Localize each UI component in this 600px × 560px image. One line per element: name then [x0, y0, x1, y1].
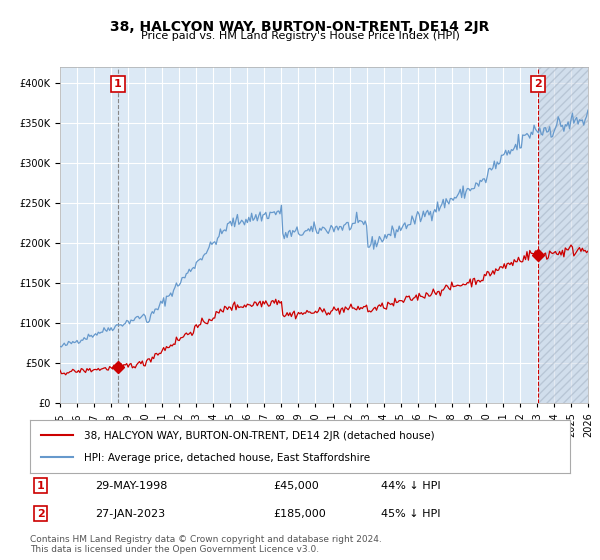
Text: 1: 1: [37, 480, 44, 491]
Text: HPI: Average price, detached house, East Staffordshire: HPI: Average price, detached house, East…: [84, 453, 370, 463]
Text: 38, HALCYON WAY, BURTON-ON-TRENT, DE14 2JR: 38, HALCYON WAY, BURTON-ON-TRENT, DE14 2…: [110, 20, 490, 34]
Text: 44% ↓ HPI: 44% ↓ HPI: [381, 480, 440, 491]
Text: Contains HM Land Registry data © Crown copyright and database right 2024.
This d: Contains HM Land Registry data © Crown c…: [30, 535, 382, 554]
Text: 45% ↓ HPI: 45% ↓ HPI: [381, 508, 440, 519]
Text: 27-JAN-2023: 27-JAN-2023: [95, 508, 165, 519]
Text: 2: 2: [37, 508, 44, 519]
Text: £45,000: £45,000: [273, 480, 319, 491]
Bar: [538, 67, 588, 403]
Text: Price paid vs. HM Land Registry's House Price Index (HPI): Price paid vs. HM Land Registry's House …: [140, 31, 460, 41]
Text: 2: 2: [534, 79, 542, 89]
Text: 38, HALCYON WAY, BURTON-ON-TRENT, DE14 2JR (detached house): 38, HALCYON WAY, BURTON-ON-TRENT, DE14 2…: [84, 431, 434, 441]
Text: 1: 1: [114, 79, 122, 89]
Text: £185,000: £185,000: [273, 508, 326, 519]
Text: 29-MAY-1998: 29-MAY-1998: [95, 480, 167, 491]
